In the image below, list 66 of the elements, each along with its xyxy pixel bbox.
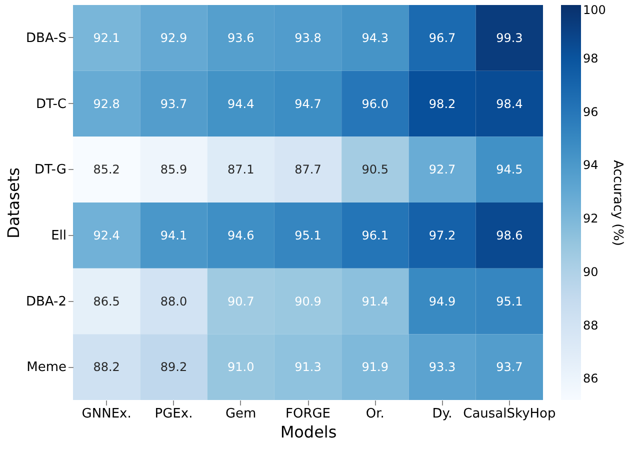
data-label: 94.1 (160, 228, 188, 242)
data-label: 85.2 (93, 162, 120, 177)
color-bar-label: 88 (583, 318, 598, 332)
color-bar-label: 86 (583, 372, 598, 386)
data-label: 90.7 (228, 294, 254, 308)
x-tick-label: FORGE (285, 406, 331, 422)
data-label: 95.1 (294, 228, 322, 242)
data-label: 87.1 (228, 162, 254, 177)
y-tick-label: Ell (51, 228, 66, 244)
y-tick-label: DBA-2 (26, 294, 66, 310)
data-label: 91.9 (362, 360, 388, 374)
x-axis-title: Models (280, 422, 337, 442)
color-bar-label: 100 (583, 3, 606, 17)
y-tick-label: DT-C (36, 96, 66, 112)
data-label: 89.2 (160, 360, 188, 374)
data-label: 96.0 (362, 96, 388, 111)
data-label: 95.1 (496, 294, 523, 308)
data-label: 98.6 (496, 228, 523, 242)
data-label: 91.3 (294, 360, 322, 374)
data-label: 86.5 (93, 294, 120, 308)
data-label: 98.4 (496, 96, 523, 111)
color-bar-label: 98 (583, 51, 598, 66)
data-label: 93.7 (496, 360, 523, 374)
data-label: 94.6 (228, 228, 254, 242)
color-bar-label: 96 (583, 104, 598, 119)
data-label: 88.0 (160, 294, 188, 308)
data-label: 94.5 (496, 162, 523, 177)
data-label: 93.3 (428, 360, 456, 374)
x-tick-label: GNNEx. (82, 406, 132, 422)
y-tick-label: Meme (26, 360, 66, 376)
y-axis-title: Datasets (4, 168, 23, 238)
data-label: 85.9 (160, 162, 188, 177)
data-label: 87.7 (294, 162, 322, 177)
data-label: 93.7 (160, 96, 188, 111)
data-label: 92.1 (93, 30, 120, 45)
x-tick-label: Gem (225, 406, 256, 422)
y-tick-label: DBA-S (26, 30, 66, 46)
data-label: 94.4 (228, 96, 254, 111)
color-bar-label: 94 (583, 158, 598, 172)
data-label: 97.2 (428, 228, 456, 242)
data-label: 93.8 (294, 30, 322, 45)
data-label: 94.7 (294, 96, 322, 111)
color-bar-label: 90 (583, 264, 598, 279)
data-label: 96.1 (362, 228, 388, 242)
color-bar-label: 92 (583, 212, 598, 226)
data-label: 91.0 (228, 360, 254, 374)
data-label: 94.3 (362, 30, 388, 45)
data-label: 94.9 (428, 294, 456, 308)
data-label: 90.9 (294, 294, 322, 308)
x-tick-label: CausalSkyHop (463, 406, 556, 422)
data-label: 93.6 (228, 30, 254, 45)
data-label: 96.7 (428, 30, 456, 45)
data-label: 99.3 (496, 30, 523, 45)
x-tick-label: Dy. (432, 406, 452, 422)
x-tick-label: PGEx. (154, 406, 193, 422)
data-label: 91.4 (362, 294, 388, 308)
data-label: 90.5 (362, 162, 388, 177)
data-label: 92.4 (93, 228, 120, 242)
color-bar-title: Accuracy (%) (610, 160, 625, 246)
y-tick-label: DT-G (34, 162, 66, 178)
data-label: 92.9 (160, 30, 188, 45)
data-label: 92.8 (93, 96, 120, 111)
x-tick-label: Or. (366, 406, 384, 422)
data-label: 98.2 (428, 96, 456, 111)
data-label: 88.2 (93, 360, 120, 374)
data-label: 92.7 (428, 162, 456, 177)
